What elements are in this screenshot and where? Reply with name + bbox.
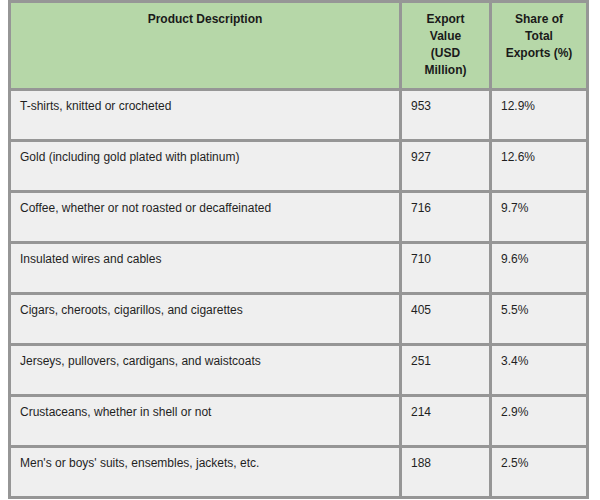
table-row: T-shirts, knitted or crocheted 953 12.9% [10, 90, 588, 141]
table-row: Men's or boys' suits, ensembles, jackets… [10, 447, 588, 498]
export-value-cell: 927 [401, 141, 491, 192]
product-description-cell: Cigars, cheroots, cigarillos, and cigare… [10, 294, 401, 345]
share-cell: 3.4% [491, 345, 588, 396]
table-row: Cigars, cheroots, cigarillos, and cigare… [10, 294, 588, 345]
export-value-cell: 953 [401, 90, 491, 141]
share-cell: 9.6% [491, 243, 588, 294]
header-export-value: Export Value (USD Million) [401, 2, 491, 90]
product-description-cell: Men's or boys' suits, ensembles, jackets… [10, 447, 401, 498]
export-value-cell: 716 [401, 192, 491, 243]
header-row: Product Description Export Value (USD Mi… [10, 2, 588, 90]
export-value-cell: 405 [401, 294, 491, 345]
exports-table: Product Description Export Value (USD Mi… [8, 0, 589, 499]
export-value-cell: 188 [401, 447, 491, 498]
header-product-description: Product Description [10, 2, 401, 90]
table-row: Coffee, whether or not roasted or decaff… [10, 192, 588, 243]
share-cell: 2.9% [491, 396, 588, 447]
share-cell: 5.5% [491, 294, 588, 345]
product-description-cell: T-shirts, knitted or crocheted [10, 90, 401, 141]
share-cell: 2.5% [491, 447, 588, 498]
header-share-of-total-exports: Share of Total Exports (%) [491, 2, 588, 90]
product-description-cell: Jerseys, pullovers, cardigans, and waist… [10, 345, 401, 396]
export-value-cell: 251 [401, 345, 491, 396]
share-cell: 9.7% [491, 192, 588, 243]
product-description-cell: Gold (including gold plated with platinu… [10, 141, 401, 192]
table-row: Jerseys, pullovers, cardigans, and waist… [10, 345, 588, 396]
export-value-cell: 710 [401, 243, 491, 294]
product-description-cell: Coffee, whether or not roasted or decaff… [10, 192, 401, 243]
table-row: Insulated wires and cables 710 9.6% [10, 243, 588, 294]
export-value-cell: 214 [401, 396, 491, 447]
share-cell: 12.9% [491, 90, 588, 141]
table-row: Crustaceans, whether in shell or not 214… [10, 396, 588, 447]
table-row: Gold (including gold plated with platinu… [10, 141, 588, 192]
product-description-cell: Crustaceans, whether in shell or not [10, 396, 401, 447]
share-cell: 12.6% [491, 141, 588, 192]
product-description-cell: Insulated wires and cables [10, 243, 401, 294]
